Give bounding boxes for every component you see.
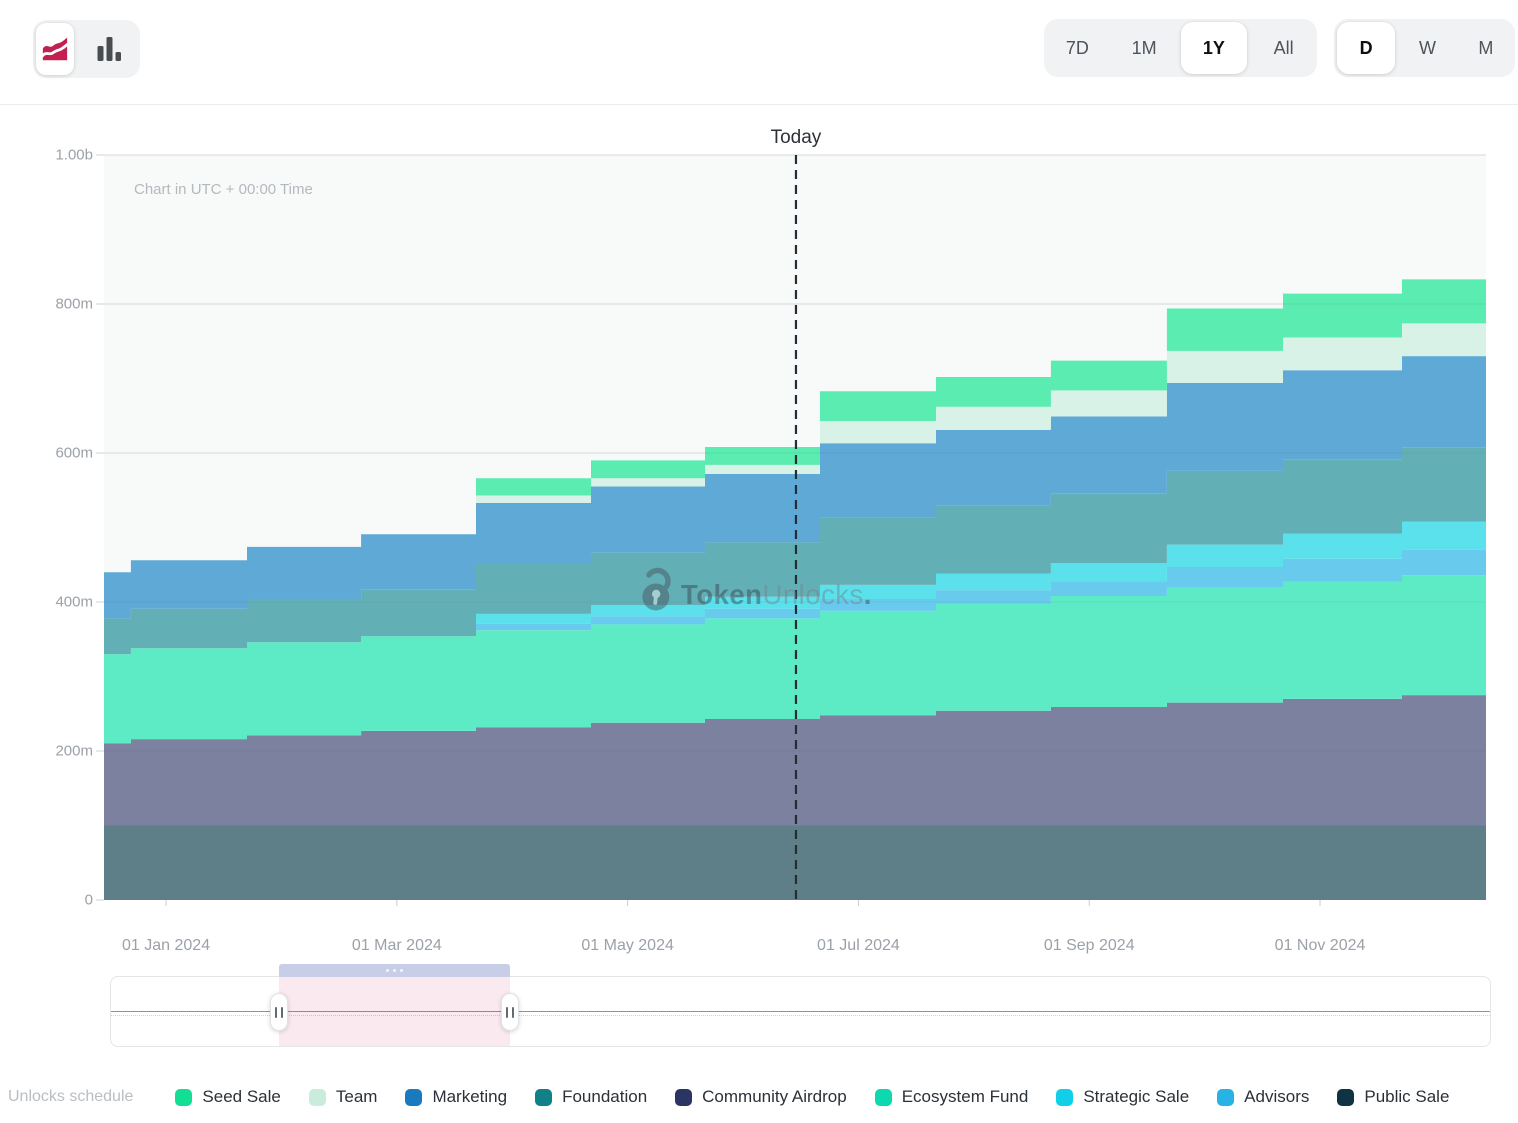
legend-item-public-sale[interactable]: Public Sale (1337, 1087, 1449, 1107)
range-all-button[interactable]: All (1250, 22, 1317, 74)
legend-swatch-icon (175, 1088, 193, 1106)
three-dots-icon (385, 969, 389, 972)
legend-item-seed-sale[interactable]: Seed Sale (175, 1087, 281, 1107)
legend-label: Team (335, 1087, 378, 1106)
legend-title: Unlocks schedule (8, 1088, 134, 1105)
today-label: Today (770, 127, 822, 148)
legend-item-foundation[interactable]: Foundation (535, 1087, 647, 1107)
legend-item-advisors[interactable]: Advisors (1217, 1087, 1309, 1107)
legend-swatch-icon (308, 1088, 326, 1106)
three-dots-icon (399, 969, 403, 972)
series-band-ecosystem-fund[interactable] (104, 575, 1486, 744)
legend-items: Seed Sale Team Marketing Foundation Communit… (175, 1087, 1449, 1107)
padlock-shackle (646, 567, 671, 590)
watermark-text-bold: Token (681, 579, 762, 610)
granularity-m-button[interactable]: M (1457, 22, 1515, 74)
legend-label: Strategic Sale (1083, 1087, 1190, 1106)
pause-bars-icon (275, 1006, 278, 1018)
legend-swatch-icon (1337, 1088, 1355, 1106)
granularity-w-button[interactable]: W (1398, 22, 1456, 74)
padlock-body (642, 583, 670, 611)
legend-label: Public Sale (1364, 1087, 1450, 1106)
unlocked-padlock-icon (642, 567, 671, 611)
chart-type-area-button[interactable] (36, 23, 74, 75)
x-axis-label: 01 Jul 2024 (817, 937, 900, 954)
legend-label: Foundation (562, 1087, 648, 1106)
time-range-toggle: 7D 1M 1Y All (1044, 19, 1317, 77)
legend-item-community-airdrop[interactable]: Community Airdrop (675, 1087, 847, 1107)
watermark-text-dot: . (864, 579, 872, 610)
x-axis-label: 01 Mar 2024 (351, 937, 442, 954)
legend-item-strategic-sale[interactable]: Strategic Sale (1056, 1087, 1189, 1107)
legend-item-marketing[interactable]: Marketing (405, 1087, 507, 1107)
legend-label: Marketing (432, 1087, 508, 1106)
series-band-seed-sale[interactable] (104, 279, 1486, 573)
bar-chart-icon-bar (97, 46, 103, 61)
brush-midline (111, 1011, 1490, 1012)
area-chart-icon-stripe (41, 42, 69, 58)
legend-swatch-icon (1217, 1088, 1235, 1106)
brush-drag-bar[interactable] (279, 964, 510, 977)
pause-bars-icon (281, 1006, 284, 1018)
bar-chart-icon-bar (106, 37, 112, 61)
series-band-strategic-sale[interactable] (104, 521, 1486, 655)
watermark-text-light: Unlocks (762, 579, 863, 610)
timezone-note: Chart in UTC + 00:00 Time (134, 181, 313, 198)
legend-label: Community Airdrop (702, 1087, 847, 1106)
legend-label: Advisors (1244, 1087, 1310, 1106)
legend-swatch-icon (405, 1088, 423, 1106)
padlock-keyhole (651, 589, 661, 599)
pause-bars-icon (511, 1006, 514, 1018)
y-axis-label-600m: 600m (55, 444, 93, 462)
legend: Unlocks schedule Seed Sale Team Marketing F… (8, 1080, 1513, 1114)
watermark: TokenUnlocks. (642, 567, 872, 611)
y-axis-label-200m: 200m (55, 742, 93, 760)
x-axis-label: 01 Sep 2024 (1043, 937, 1135, 954)
range-7d-button[interactable]: 7D (1044, 22, 1111, 74)
series-band-team[interactable] (104, 323, 1486, 573)
three-dots-icon (392, 969, 396, 972)
brush-selection[interactable] (279, 977, 510, 1046)
legend-label: Seed Sale (202, 1087, 281, 1106)
series-band-advisors[interactable] (104, 549, 1486, 655)
brush-right-handle[interactable] (500, 993, 519, 1031)
legend-label: Ecosystem Fund (901, 1087, 1029, 1106)
range-1m-button[interactable]: 1M (1111, 22, 1178, 74)
legend-swatch-icon (1056, 1088, 1074, 1106)
padlock-keyhole-stem (653, 595, 658, 605)
x-axis-label: 01 May 2024 (581, 937, 674, 954)
x-axis-label: 01 Nov 2024 (1274, 937, 1366, 954)
granularity-d-button[interactable]: D (1337, 22, 1396, 74)
bar-chart-icon (97, 37, 121, 61)
brush-left-handle[interactable] (270, 993, 289, 1031)
y-axis-label-400m: 400m (55, 593, 93, 611)
brush-dotline (111, 1015, 1490, 1016)
legend-item-team[interactable]: Team (308, 1087, 378, 1107)
x-axis-label: 01 Jan 2024 (122, 937, 211, 954)
bar-chart-icon-bar (115, 52, 121, 61)
area-chart-icon (41, 37, 69, 61)
y-axis-label-1.00b: 1.00b (55, 146, 93, 164)
watermark-text: TokenUnlocks. (681, 579, 872, 610)
range-1y-button[interactable]: 1Y (1180, 22, 1248, 74)
chart-type-bar-button[interactable] (77, 23, 140, 75)
legend-item-ecosystem-fund[interactable]: Ecosystem Fund (874, 1087, 1029, 1107)
y-axis-label-800m: 800m (55, 295, 93, 313)
legend-swatch-icon (535, 1088, 553, 1106)
legend-swatch-icon (675, 1088, 693, 1106)
legend-swatch-icon (874, 1088, 892, 1106)
chart-type-toggle (33, 20, 140, 78)
y-axis-label-0: 0 (84, 891, 93, 909)
pause-bars-icon (505, 1006, 508, 1018)
